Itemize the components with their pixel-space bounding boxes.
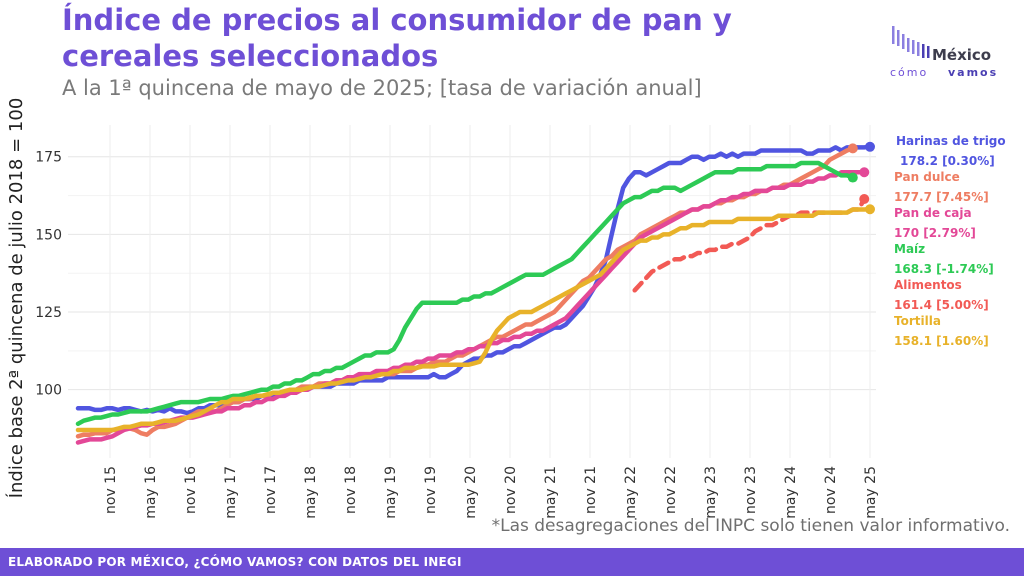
x-tick-label: may 25 bbox=[863, 466, 879, 519]
legend-series-name: Pan dulce bbox=[894, 170, 960, 184]
x-tick-label: may 21 bbox=[543, 466, 559, 519]
series-end-point-0 bbox=[865, 141, 875, 152]
legend-series-name: Pan de caja bbox=[894, 206, 972, 220]
x-tick-label: may 22 bbox=[623, 466, 639, 519]
series-line-5 bbox=[75, 206, 873, 433]
series-line-1 bbox=[75, 146, 856, 439]
series-end-point-2 bbox=[859, 167, 870, 178]
legend-series-value: 161.4 [5.00%] bbox=[894, 298, 989, 312]
x-tick-label: may 23 bbox=[703, 466, 719, 519]
y-tick-label: 150 bbox=[35, 227, 62, 243]
x-tick-label: may 20 bbox=[463, 466, 479, 519]
x-tick-label: nov 24 bbox=[823, 466, 839, 514]
chart-grid bbox=[68, 125, 876, 458]
logo-text-mexico: México bbox=[932, 46, 992, 64]
series-lines bbox=[75, 144, 873, 445]
y-tick-label: 175 bbox=[35, 150, 62, 166]
legend-series-value: 178.2 [0.30%] bbox=[900, 154, 995, 168]
legend-series-name: Alimentos bbox=[894, 278, 962, 292]
x-tick-label: may 24 bbox=[783, 466, 799, 519]
legend-series-name: Harinas de trigo bbox=[896, 134, 1006, 148]
x-tick-label: nov 16 bbox=[183, 466, 199, 514]
y-tick-label: 100 bbox=[35, 383, 62, 399]
x-tick-label: may 19 bbox=[383, 466, 399, 519]
logo-bars-icon bbox=[892, 26, 930, 58]
legend-series-value: 177.7 [7.45%] bbox=[894, 190, 989, 204]
footer-bar: ELABORADO POR MÉXICO, ¿CÓMO VAMOS? CON D… bbox=[0, 548, 1024, 576]
chart-subtitle: A la 1ª quincena de mayo de 2025; [tasa … bbox=[62, 76, 702, 100]
series-end-point-5 bbox=[865, 204, 875, 215]
x-tick-label: nov 22 bbox=[663, 466, 679, 514]
legend-series-name: Tortilla bbox=[894, 314, 941, 328]
legend-series-value: 158.1 [1.60%] bbox=[894, 334, 989, 348]
footnote: *Las desagregaciones del INPC solo tiene… bbox=[491, 516, 1010, 536]
series-end-points bbox=[847, 141, 875, 215]
chart-title: Índice de precios al consumidor de pan y… bbox=[62, 3, 732, 73]
x-axis-ticks: nov 15 may 16 nov 16 may 17 nov 17 may 18 nov … bbox=[103, 466, 879, 519]
series-end-point-4 bbox=[859, 193, 870, 204]
series-end-point-1 bbox=[847, 143, 858, 154]
series-line-2 bbox=[75, 170, 867, 445]
x-tick-label: may 16 bbox=[143, 466, 159, 519]
series-end-point-3 bbox=[847, 172, 858, 183]
logo-text-como: cómo bbox=[890, 66, 929, 79]
y-axis-ticks: 100 125 150 175 bbox=[35, 150, 62, 399]
series-line-3 bbox=[75, 160, 856, 427]
legend-series-name: Maíz bbox=[894, 242, 926, 256]
x-tick-label: nov 21 bbox=[583, 466, 599, 514]
x-tick-label: may 18 bbox=[303, 466, 319, 519]
y-axis-label: Índice base 2ª quincena de julio 2018 = … bbox=[5, 98, 27, 499]
y-tick-label: 125 bbox=[35, 305, 62, 321]
x-tick-label: nov 23 bbox=[743, 466, 759, 514]
footer-credit: ELABORADO POR MÉXICO, ¿CÓMO VAMOS? CON D… bbox=[8, 555, 462, 569]
legend-series-value: 168.3 [-1.74%] bbox=[894, 262, 994, 276]
legend-series-value: 170 [2.79%] bbox=[894, 226, 976, 240]
logo-text-vamos: vamos bbox=[948, 66, 999, 79]
series-line-0 bbox=[75, 144, 873, 416]
x-tick-label: may 17 bbox=[223, 466, 239, 519]
x-tick-label: nov 17 bbox=[263, 466, 279, 514]
x-tick-label: nov 15 bbox=[103, 466, 119, 514]
x-tick-label: nov 18 bbox=[343, 466, 359, 514]
x-tick-label: nov 20 bbox=[503, 466, 519, 514]
x-tick-label: nov 19 bbox=[423, 466, 439, 514]
mexico-como-vamos-logo: México cómo vamos bbox=[890, 24, 1010, 84]
